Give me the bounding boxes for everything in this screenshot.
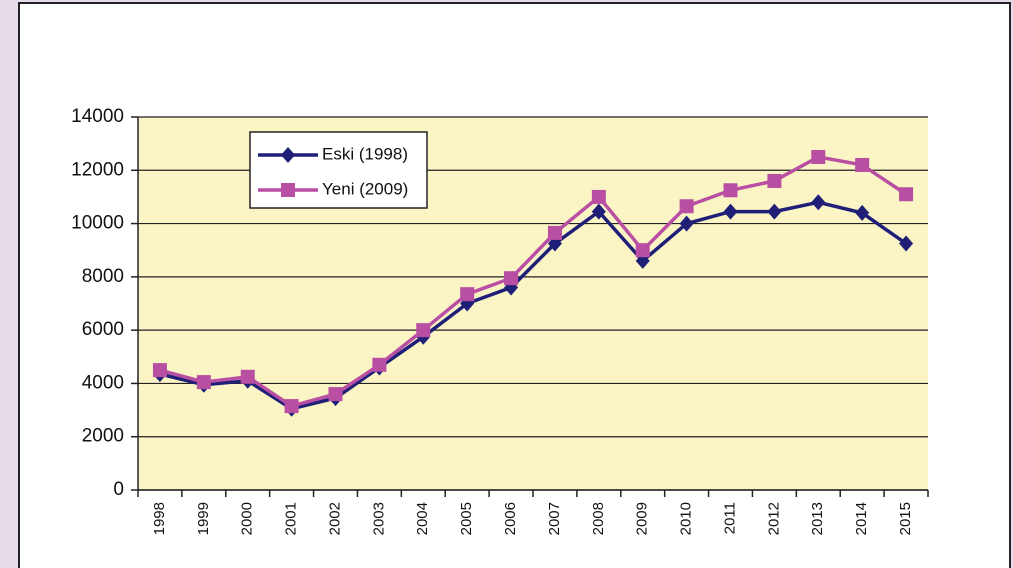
point <box>899 187 914 202</box>
x-tick-label: 2013 <box>809 502 826 535</box>
point <box>416 323 431 338</box>
point <box>547 225 562 240</box>
point <box>723 183 738 198</box>
point <box>328 387 343 402</box>
legend-marker <box>281 183 295 197</box>
point <box>591 189 606 204</box>
legend <box>249 131 428 209</box>
y-tick-label: 6000 <box>82 319 124 340</box>
point <box>811 149 826 164</box>
point <box>767 173 782 188</box>
point <box>152 363 167 378</box>
y-tick-label: 14000 <box>71 106 124 127</box>
point <box>460 287 475 302</box>
x-tick-label: 2002 <box>326 502 343 535</box>
point <box>240 369 255 384</box>
x-tick-label: 2012 <box>765 502 782 535</box>
series-line <box>159 155 908 408</box>
point <box>591 203 606 220</box>
point <box>284 399 299 414</box>
x-tick-label: 2011 <box>721 502 738 534</box>
x-tick-label: 2006 <box>502 502 519 535</box>
point <box>723 203 738 220</box>
legend-marker <box>281 147 295 163</box>
x-tick-label: 2004 <box>414 502 431 535</box>
x-tick-label: 2009 <box>634 502 651 535</box>
point <box>767 203 782 220</box>
y-tick-label: 10000 <box>71 213 124 234</box>
point <box>635 243 650 258</box>
point <box>811 194 826 211</box>
x-tick-label: 2015 <box>897 502 914 535</box>
y-tick-label: 8000 <box>82 266 124 287</box>
x-tick-label: 1998 <box>151 502 168 535</box>
point <box>372 357 387 372</box>
y-tick-label: 12000 <box>71 159 124 180</box>
y-tick-label: 0 <box>113 479 124 500</box>
legend-label: Eski (1998) <box>322 144 408 163</box>
point <box>899 235 914 252</box>
point <box>196 375 211 390</box>
y-tick-label: 4000 <box>82 372 124 393</box>
point <box>679 215 694 232</box>
point <box>855 157 870 172</box>
x-tick-label: 2000 <box>239 502 256 535</box>
legend-label: Yeni (2009) <box>322 179 408 198</box>
point <box>855 204 870 221</box>
x-tick-label: 2001 <box>283 502 300 535</box>
x-tick-label: 1999 <box>195 502 212 535</box>
x-tick-label: 2005 <box>458 502 475 535</box>
x-tick-label: 2014 <box>853 502 870 535</box>
x-tick-label: 2008 <box>590 502 607 535</box>
series-line <box>159 200 908 411</box>
x-tick-label: 2007 <box>546 502 563 535</box>
y-tick-label: 2000 <box>82 426 124 447</box>
x-tick-label: 2003 <box>370 502 387 535</box>
x-tick-label: 2010 <box>678 502 695 535</box>
point <box>504 271 519 286</box>
point <box>679 199 694 214</box>
